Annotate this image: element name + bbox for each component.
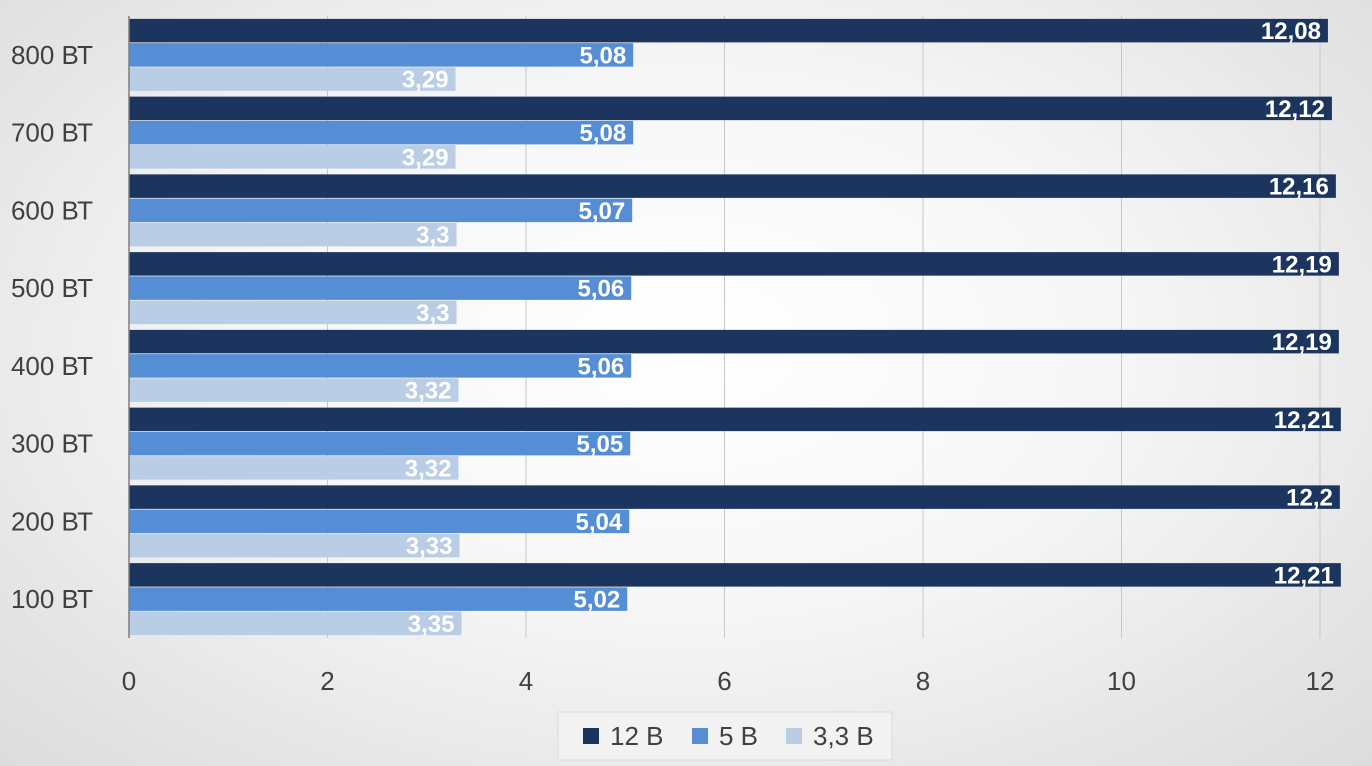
- data-label: 5,04: [576, 509, 623, 536]
- bar: [129, 485, 1340, 509]
- axes: 0 2 4 6 8 10 12 800 ВТ 700 ВТ 600 ВТ 500 ВТ 400 ВТ 3…: [11, 16, 1335, 696]
- y-tick-label: 700 ВТ: [11, 118, 93, 148]
- bar: [129, 43, 634, 67]
- x-tick-label: 12: [1306, 666, 1335, 696]
- data-label: 12,19: [1272, 251, 1332, 278]
- y-tick-label: 100 ВТ: [11, 584, 93, 614]
- data-label: 12,21: [1274, 562, 1334, 589]
- y-tick-label: 600 ВТ: [11, 195, 93, 225]
- y-tick-label: 400 ВТ: [11, 351, 93, 381]
- legend-label: 5 В: [719, 721, 758, 751]
- legend-box: [557, 711, 893, 761]
- x-tick-label: 0: [122, 666, 136, 696]
- bar: [129, 300, 457, 325]
- data-label: 5,08: [579, 120, 626, 147]
- data-label: 5,02: [574, 587, 621, 614]
- data-label: 3,35: [408, 611, 455, 638]
- x-tick-label: 8: [916, 666, 930, 696]
- legend-label: 3,3 В: [813, 721, 874, 751]
- data-label: 3,32: [405, 455, 452, 482]
- bar: [129, 67, 456, 91]
- bar: [129, 18, 1328, 43]
- data-label: 12,08: [1261, 18, 1321, 45]
- data-label: 3,3: [416, 222, 449, 249]
- bar: [129, 222, 457, 247]
- data-label: 3,29: [402, 144, 449, 171]
- bar: [129, 533, 460, 558]
- x-tick-label: 2: [320, 666, 334, 696]
- bar: [129, 252, 1339, 276]
- data-label: 12,12: [1265, 96, 1325, 123]
- data-label: 3,32: [405, 378, 452, 405]
- y-tick-label: 300 ВТ: [11, 429, 93, 459]
- data-label: 5,05: [576, 431, 623, 458]
- bar: [129, 378, 459, 402]
- x-tick-label: 10: [1107, 666, 1136, 696]
- bar: [129, 509, 630, 534]
- data-label: 3,29: [402, 67, 449, 94]
- bar: [129, 587, 628, 611]
- bar: [129, 407, 1341, 432]
- legend-swatch: [583, 728, 599, 744]
- data-label: 12,19: [1272, 329, 1332, 356]
- bars: [129, 18, 1341, 636]
- data-label: 3,3: [416, 300, 449, 327]
- data-label: 3,33: [406, 533, 453, 560]
- data-label: 5,08: [579, 42, 626, 69]
- x-tick-label: 4: [519, 666, 533, 696]
- bar: [129, 563, 1341, 587]
- bar: [129, 611, 462, 636]
- data-label: 12,2: [1286, 485, 1333, 512]
- data-label: 5,07: [578, 198, 625, 225]
- data-label: 5,06: [577, 353, 624, 380]
- legend-swatch: [786, 728, 802, 744]
- data-label: 12,21: [1274, 407, 1334, 434]
- legend: 12 В 5 В 3,3 В: [557, 711, 893, 761]
- legend-swatch: [692, 728, 708, 744]
- bar: [129, 276, 632, 300]
- data-label: 12,16: [1269, 174, 1329, 201]
- y-tick-label: 500 ВТ: [11, 273, 93, 303]
- bar: [129, 120, 634, 145]
- bar: [129, 354, 632, 378]
- legend-label: 12 В: [610, 721, 664, 751]
- bar: [129, 96, 1332, 121]
- data-label: 5,06: [577, 276, 624, 303]
- bar: [129, 174, 1336, 198]
- x-tick-label: 6: [717, 666, 731, 696]
- bar: [129, 456, 459, 480]
- bar: [129, 329, 1339, 354]
- y-tick-label: 800 ВТ: [11, 40, 93, 70]
- y-tick-label: 200 ВТ: [11, 506, 93, 536]
- bar: [129, 145, 456, 169]
- bar: [129, 198, 633, 223]
- data-labels: 12,08 5,08 3,29 12,12 5,08 3,29 12,16 5,07 3,3 12…: [402, 18, 1334, 638]
- bar: [129, 431, 631, 456]
